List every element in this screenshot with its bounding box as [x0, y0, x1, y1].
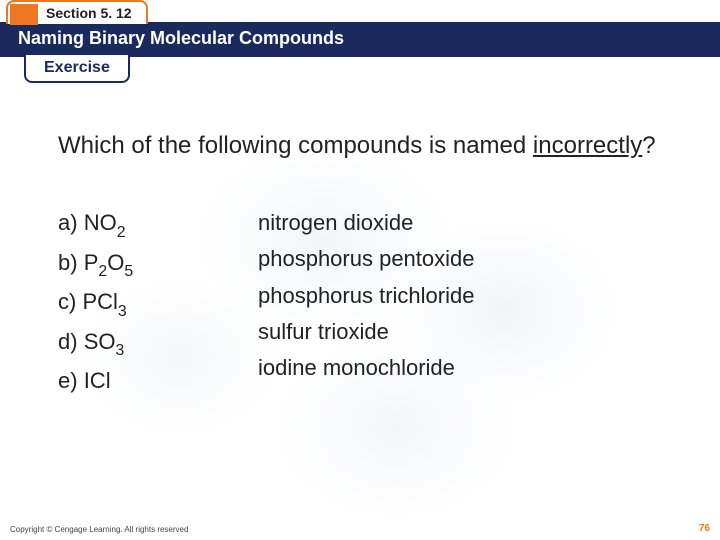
- option-d-name: sulfur trioxide: [258, 314, 670, 350]
- option-b-f0: P: [84, 250, 99, 275]
- slide-header: Section 5. 12 Naming Binary Molecular Co…: [0, 0, 720, 83]
- option-a-f0: NO: [84, 210, 117, 235]
- option-c-name: phosphorus trichloride: [258, 278, 670, 314]
- option-d-formula: d) SO3: [58, 324, 258, 364]
- question-prefix: Which of the following compounds is name…: [58, 132, 533, 159]
- slide-content: Which of the following compounds is name…: [0, 83, 720, 419]
- option-c-letter: c): [58, 289, 76, 314]
- question-text: Which of the following compounds is name…: [58, 131, 670, 161]
- option-b-name: phosphorus pentoxide: [258, 241, 670, 277]
- option-d-f0: SO: [84, 329, 116, 354]
- option-a-name: nitrogen dioxide: [258, 205, 670, 241]
- option-b-f2: O: [107, 250, 124, 275]
- slide-title: Naming Binary Molecular Compounds: [18, 28, 344, 48]
- option-e-name: iodine monochloride: [258, 350, 670, 386]
- page-number: 76: [699, 523, 710, 534]
- option-d-letter: d): [58, 329, 78, 354]
- section-label: Section 5. 12: [46, 5, 132, 21]
- exercise-label: Exercise: [44, 59, 110, 76]
- option-a-letter: a): [58, 210, 78, 235]
- option-a-f1: 2: [117, 224, 126, 241]
- option-e-letter: e): [58, 368, 78, 393]
- option-b-f3: 5: [124, 263, 133, 280]
- option-b-letter: b): [58, 250, 78, 275]
- option-e-f0: ICl: [84, 368, 111, 393]
- options-block: a) NO2 b) P2O5 c) PCl3 d) SO3 e) ICl nit…: [58, 205, 670, 399]
- copyright-text: Copyright © Cengage Learning. All rights…: [10, 525, 188, 534]
- question-suffix: ?: [642, 132, 655, 159]
- slide-footer: Copyright © Cengage Learning. All rights…: [10, 523, 710, 534]
- option-names-column: nitrogen dioxide phosphorus pentoxide ph…: [258, 205, 670, 399]
- option-e-formula: e) ICl: [58, 363, 258, 399]
- option-b-formula: b) P2O5: [58, 245, 258, 285]
- question-underlined: incorrectly: [533, 132, 642, 159]
- option-a-formula: a) NO2: [58, 205, 258, 245]
- option-formulas-column: a) NO2 b) P2O5 c) PCl3 d) SO3 e) ICl: [58, 205, 258, 399]
- option-c-f0: PCl: [82, 289, 117, 314]
- orange-marker: [10, 4, 38, 25]
- option-c-formula: c) PCl3: [58, 284, 258, 324]
- title-bar: Naming Binary Molecular Compounds: [0, 22, 720, 57]
- section-tab: Section 5. 12: [6, 0, 148, 24]
- option-b-f1: 2: [98, 263, 107, 280]
- exercise-tab: Exercise: [24, 55, 130, 83]
- option-d-f1: 3: [115, 342, 124, 359]
- option-c-f1: 3: [118, 303, 127, 320]
